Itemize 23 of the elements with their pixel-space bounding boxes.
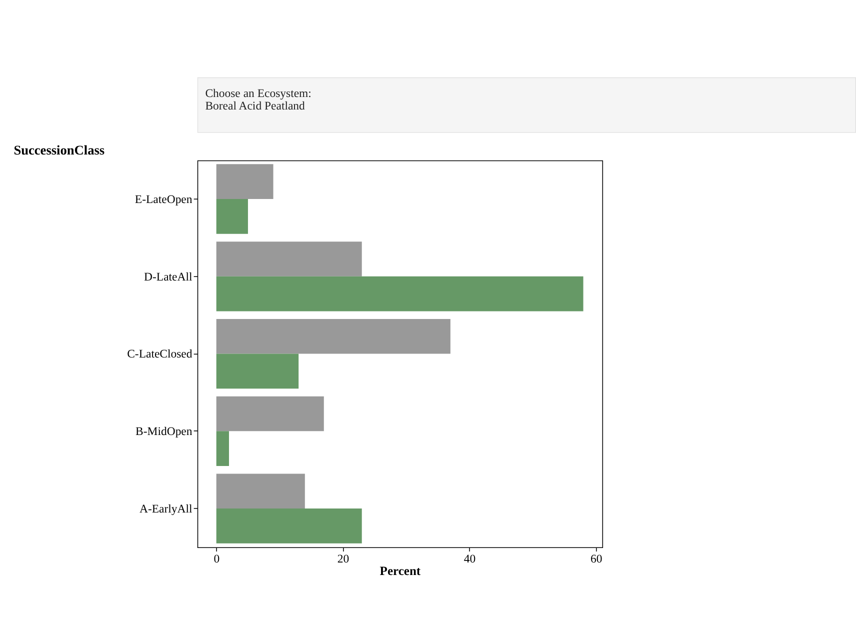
x-tick-label: 40 <box>464 552 476 566</box>
bar <box>216 164 274 200</box>
bar <box>216 199 248 234</box>
bar <box>216 354 299 389</box>
y-axis-title: SuccessionClass <box>14 142 105 158</box>
bar <box>216 474 305 509</box>
bar <box>216 242 362 276</box>
bar <box>216 276 584 312</box>
y-tick-label: C-LateClosed <box>127 348 192 361</box>
bar <box>216 431 229 466</box>
y-tick-label: E-LateOpen <box>134 192 192 206</box>
x-tick-label: 20 <box>337 552 350 566</box>
y-tick-label: A-EarlyAll <box>139 502 193 516</box>
x-tick-label: 60 <box>590 552 602 566</box>
bar <box>216 508 362 544</box>
x-axis-title: Percent <box>380 564 422 578</box>
text: Choose an Ecosystem: <box>205 86 312 100</box>
y-tick-label: D-LateAll <box>144 270 193 284</box>
bar <box>216 396 324 432</box>
x-tick-label: 0 <box>214 552 220 566</box>
y-tick-label: B-MidOpen <box>136 425 192 438</box>
bar <box>216 318 450 354</box>
text: Boreal Acid Peatland <box>205 99 306 112</box>
